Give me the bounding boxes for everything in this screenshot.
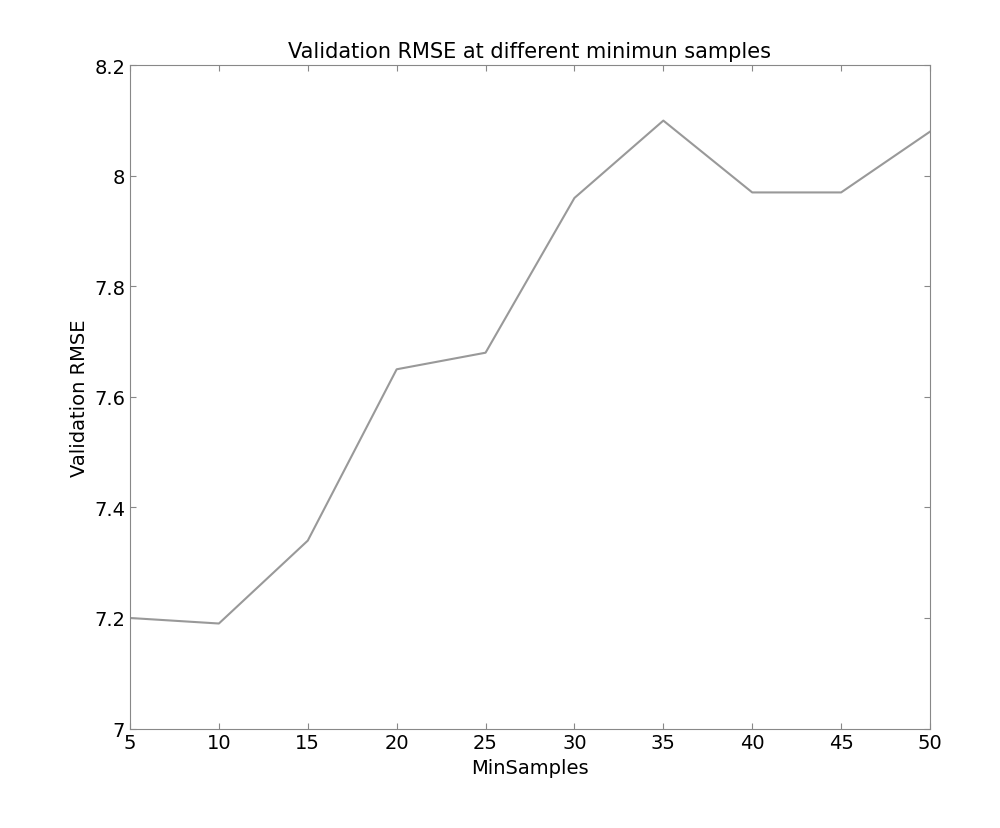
X-axis label: MinSamples: MinSamples [471, 758, 589, 777]
Title: Validation RMSE at different minimun samples: Validation RMSE at different minimun sam… [288, 42, 772, 62]
Y-axis label: Validation RMSE: Validation RMSE [70, 319, 89, 476]
